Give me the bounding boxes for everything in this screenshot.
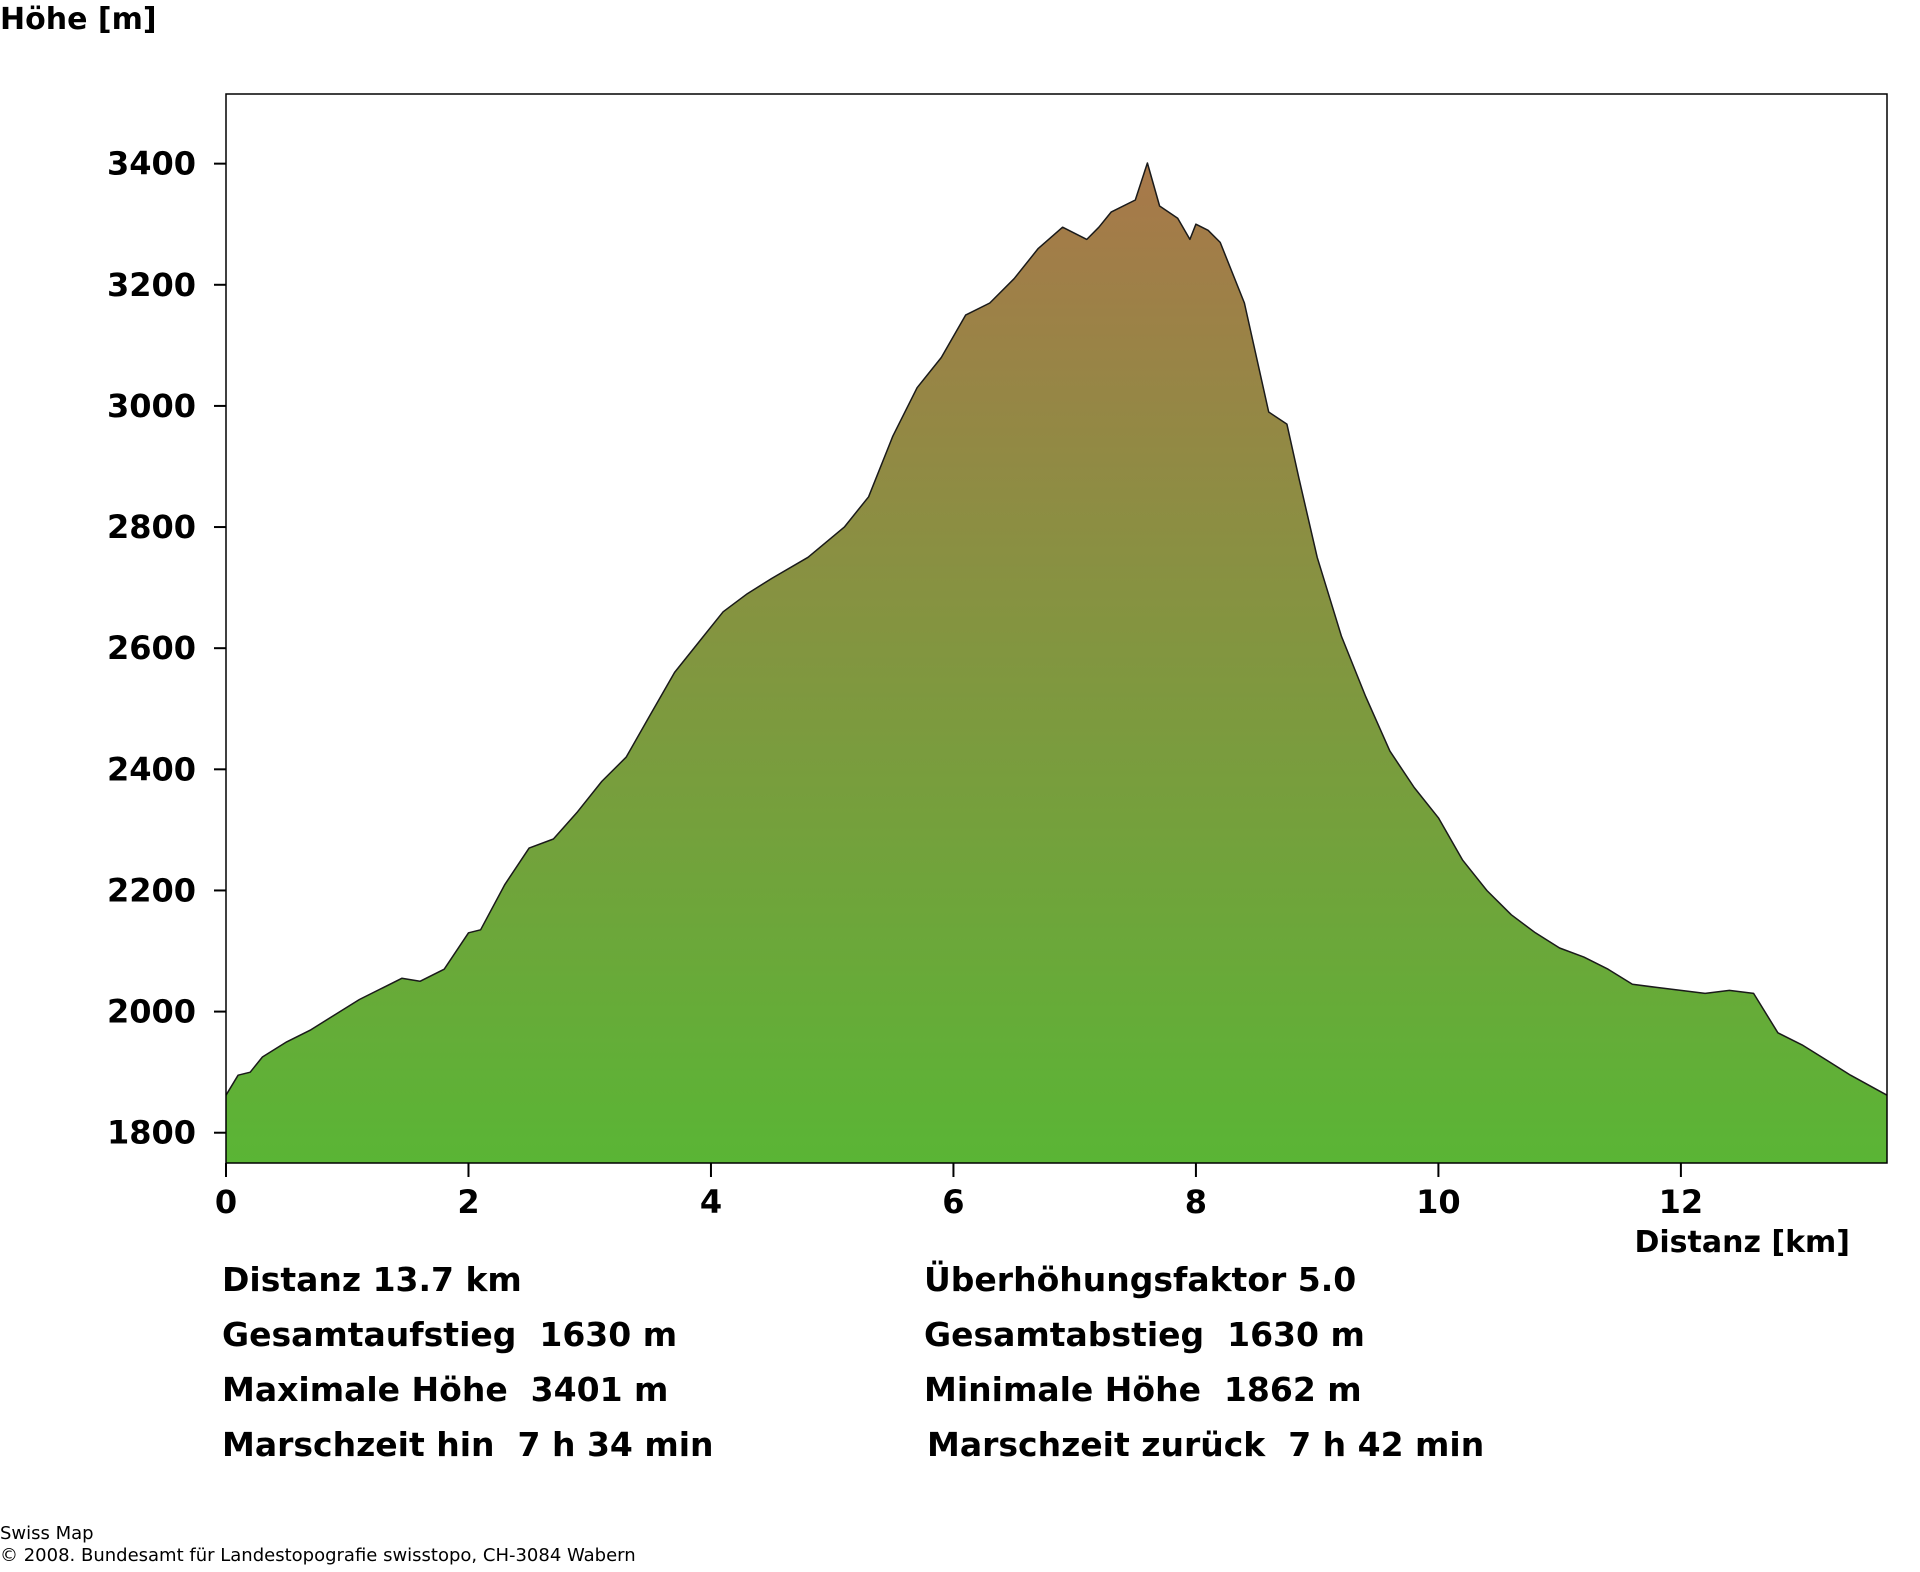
y-tick-label: 1800 (107, 1114, 196, 1152)
y-tick-label: 2600 (107, 629, 196, 667)
elevation-area (226, 163, 1887, 1163)
plot-frame (225, 93, 1888, 1164)
y-tick-label: 3200 (107, 266, 196, 304)
x-tick-label: 12 (1659, 1183, 1704, 1221)
y-tick-label: 3000 (107, 387, 196, 425)
stat-max-height: Maximale Höhe 3401 m (222, 1370, 669, 1409)
y-axis-title: Höhe [m] (0, 2, 157, 37)
stat-descent: Gesamtabstieg 1630 m (924, 1315, 1365, 1354)
y-tick-label: 2400 (107, 750, 196, 788)
stat-ascent: Gesamtaufstieg 1630 m (222, 1315, 678, 1354)
x-axis-title: Distanz [km] (1634, 1225, 1850, 1260)
x-tick-label: 8 (1185, 1183, 1207, 1221)
credit-copyright: © 2008. Bundesamt für Landestopografie s… (0, 1545, 636, 1566)
x-tick-label: 2 (457, 1183, 479, 1221)
stat-time-there: Marschzeit hin 7 h 34 min (222, 1425, 714, 1464)
elevation-line (225, 162, 1888, 1096)
y-tick-label: 2200 (107, 871, 196, 909)
x-tick-label: 6 (942, 1183, 964, 1221)
stat-exaggeration: Überhöhungsfaktor 5.0 (924, 1260, 1357, 1299)
y-tick-label: 2000 (107, 993, 196, 1031)
stat-distance: Distanz 13.7 km (222, 1260, 522, 1299)
y-tick-label: 3400 (107, 145, 196, 183)
stats-panel: Distanz 13.7 km Überhöhungsfaktor 5.0 Ge… (222, 1260, 1722, 1490)
x-tick-label: 4 (700, 1183, 722, 1221)
stat-min-height: Minimale Höhe 1862 m (924, 1370, 1362, 1409)
y-tick-label: 2800 (107, 508, 196, 546)
x-tick-label: 10 (1416, 1183, 1461, 1221)
x-tick-label: 0 (215, 1183, 237, 1221)
credit-title: Swiss Map (0, 1523, 94, 1544)
stat-time-back: Marschzeit zurück 7 h 42 min (927, 1425, 1485, 1464)
